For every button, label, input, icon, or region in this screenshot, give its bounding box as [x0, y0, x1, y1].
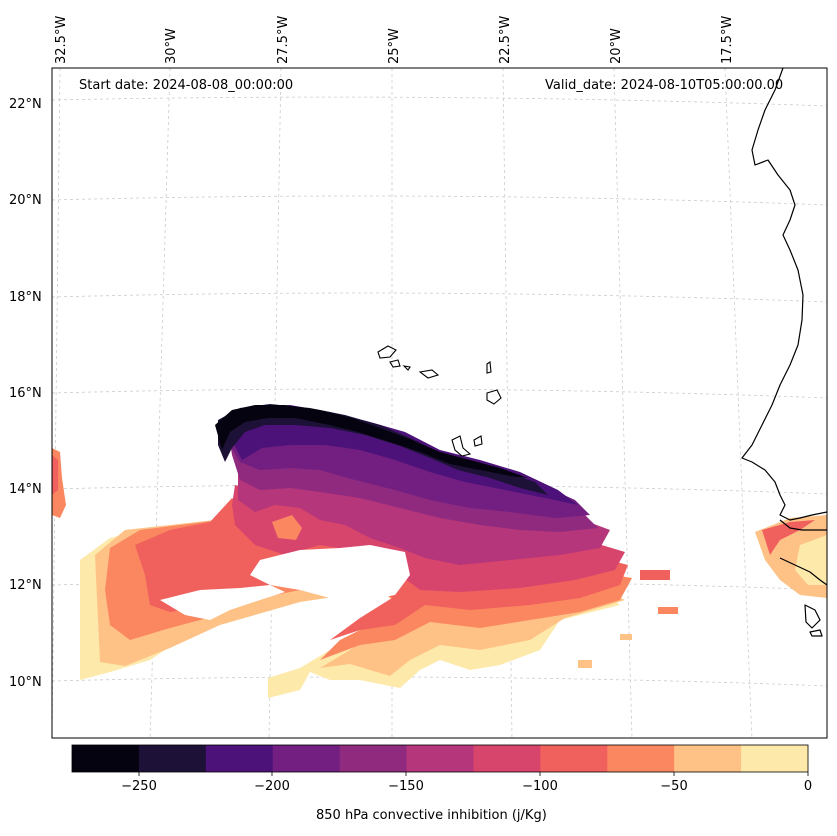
coastline-bissau-islands [804, 604, 823, 637]
lat-label-16n: 16°N [9, 386, 42, 401]
map-border [51, 67, 828, 739]
island-santo-antao [377, 345, 397, 359]
cape-verde-islands [377, 345, 502, 457]
island-sao-vicente [389, 359, 401, 368]
colorbar-tick-label: −150 [388, 779, 424, 794]
colorbar-tick-label: 0 [803, 779, 813, 794]
map-frame-area [52, 68, 827, 738]
lat-label-10n: 10°N [9, 675, 42, 690]
cin-gap-2 [250, 545, 410, 600]
colorbar-tick-label: −100 [522, 779, 558, 794]
cin-patch-coast-light [795, 535, 827, 585]
cin-gap-1 [160, 585, 285, 620]
cin-patch-east-3 [620, 634, 632, 640]
lat-label-12n: 12°N [9, 578, 42, 593]
coastline-gambia [779, 519, 827, 531]
island-boa-vista [486, 389, 502, 405]
colorbar-cell [339, 745, 408, 772]
island-maio [473, 435, 483, 447]
colorbar-title: 850 hPa convective inhibition (j/Kg) [316, 808, 547, 823]
colorbar-cell [741, 745, 809, 772]
colorbar-ticks [138, 772, 809, 776]
colorbar-cell [138, 745, 207, 772]
colorbar-tick-label: −250 [121, 779, 157, 794]
island-sao-nicolau [418, 369, 440, 379]
coastline-guinea [779, 557, 827, 586]
coastline-africa [741, 68, 827, 521]
cin-core-light [272, 515, 302, 540]
colorbar-border [71, 744, 809, 773]
colorbar-cell [205, 745, 274, 772]
valid-date-label: Valid_date: 2024-08-10T05:00:00.00 [545, 78, 784, 93]
cin-patch-west-inner [52, 455, 58, 495]
start-date-label: Start date: 2024-08-08_00:00:00 [79, 78, 294, 93]
lat-label-14n: 14°N [9, 482, 42, 497]
cin-band-200-to-225 [222, 405, 578, 505]
colorbar-cell [473, 745, 541, 772]
colorbar-cell [72, 745, 140, 772]
colorbar-cell [272, 745, 341, 772]
cin-band-250-to-275 [215, 405, 528, 478]
island-sal [486, 361, 492, 374]
cin-patch-east-1 [640, 570, 670, 580]
cin-patch-east-2 [658, 607, 678, 614]
lat-label-18n: 18°N [9, 290, 42, 305]
coastlines [741, 68, 827, 637]
colorbar-cell [607, 745, 675, 772]
cin-patch-coast-inner [762, 520, 815, 555]
island-santiago [451, 435, 472, 457]
colorbar-cell [674, 745, 742, 772]
cin-field [52, 404, 827, 698]
colorbar-cell [540, 745, 608, 772]
colorbar [71, 744, 809, 776]
island-santa-luzia [402, 365, 411, 371]
lat-label-20n: 20°N [9, 193, 42, 208]
cin-patch-east-4 [578, 660, 592, 668]
colorbar-tick-label: −200 [254, 779, 290, 794]
colorbar-cell [406, 745, 474, 772]
colorbar-tick-label: −50 [660, 779, 688, 794]
lat-label-22n: 22°N [9, 97, 42, 112]
